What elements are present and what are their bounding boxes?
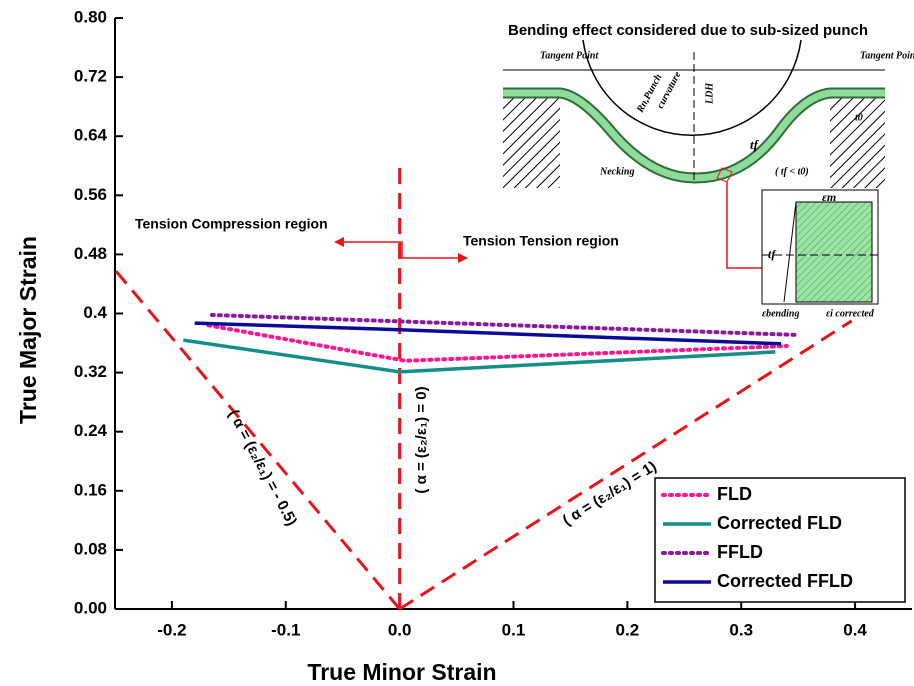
die-right <box>830 96 885 188</box>
inset-label: t0 <box>855 112 863 123</box>
inset-label: tf <box>768 247 776 261</box>
reference-label: ( α = (ε₂/ε₁) = 1) <box>560 458 660 529</box>
series-line <box>183 338 776 374</box>
y-tick-label: 0.16 <box>74 480 107 499</box>
x-tick-label: 0.0 <box>388 620 412 639</box>
y-tick-label: 0.64 <box>74 126 108 145</box>
inset-label: εm <box>822 190 836 204</box>
zoom-connector <box>726 182 762 269</box>
y-tick-label: 0.4 <box>83 303 107 322</box>
reference-label: ( α = (ε₂/ε₁) = 0) <box>413 386 430 493</box>
series-line <box>206 323 789 363</box>
inset-label: Necking <box>599 166 634 177</box>
legend-label: Corrected FLD <box>717 513 842 533</box>
annotation: Tension Compression region <box>135 216 328 232</box>
y-axis-title: True Major Strain <box>15 236 41 424</box>
zoom-bending <box>783 201 797 303</box>
y-tick-label: 0.48 <box>74 244 107 263</box>
inset-label: Tangent Point <box>860 50 914 61</box>
x-tick-label: 0.4 <box>843 620 867 639</box>
inset-label: tf <box>750 137 760 152</box>
y-tick-label: 0.32 <box>74 362 107 381</box>
x-tick-label: 0.1 <box>502 620 526 639</box>
series-line <box>209 312 800 337</box>
y-tick-label: 0.08 <box>74 539 107 558</box>
legend-label: Corrected FFLD <box>717 571 853 591</box>
annotation: Tension Tension region <box>463 233 619 249</box>
y-tick-label: 0.24 <box>74 421 108 440</box>
arrow <box>340 241 403 250</box>
inset-label: εbending <box>762 308 799 319</box>
inset-title: Bending effect considered due to sub-siz… <box>508 22 868 39</box>
arrow-head <box>458 253 468 263</box>
zoom-strain <box>795 201 873 303</box>
y-tick-label: 0.00 <box>74 598 107 617</box>
punch <box>582 39 802 136</box>
inset-label: εi corrected <box>826 308 875 319</box>
inset-label: LDH <box>704 82 715 105</box>
legend-label: FFLD <box>717 542 763 562</box>
series-line <box>194 321 782 346</box>
arrow-head <box>334 237 344 247</box>
arrow <box>401 250 462 259</box>
x-tick-label: 0.2 <box>616 620 640 639</box>
x-tick-label: 0.3 <box>729 620 753 639</box>
die-left <box>503 96 560 188</box>
y-tick-label: 0.80 <box>74 7 107 26</box>
inset-label: Tangent Point <box>540 50 599 61</box>
x-tick-label: -0.1 <box>271 620 300 639</box>
y-tick-label: 0.72 <box>74 67 107 86</box>
reference-line <box>398 319 853 611</box>
reference-label: ( α = (ε₂/ε₁) = - 0.5) <box>225 407 301 529</box>
inset-diagram: Bending effect considered due to sub-siz… <box>503 22 914 319</box>
y-tick-label: 0.56 <box>74 185 107 204</box>
sheet <box>503 89 885 182</box>
legend-label: FLD <box>717 484 752 504</box>
x-tick-label: -0.2 <box>157 620 186 639</box>
inset-label: ( tf < t0) <box>775 166 809 177</box>
x-axis-title: True Minor Strain <box>307 659 496 685</box>
